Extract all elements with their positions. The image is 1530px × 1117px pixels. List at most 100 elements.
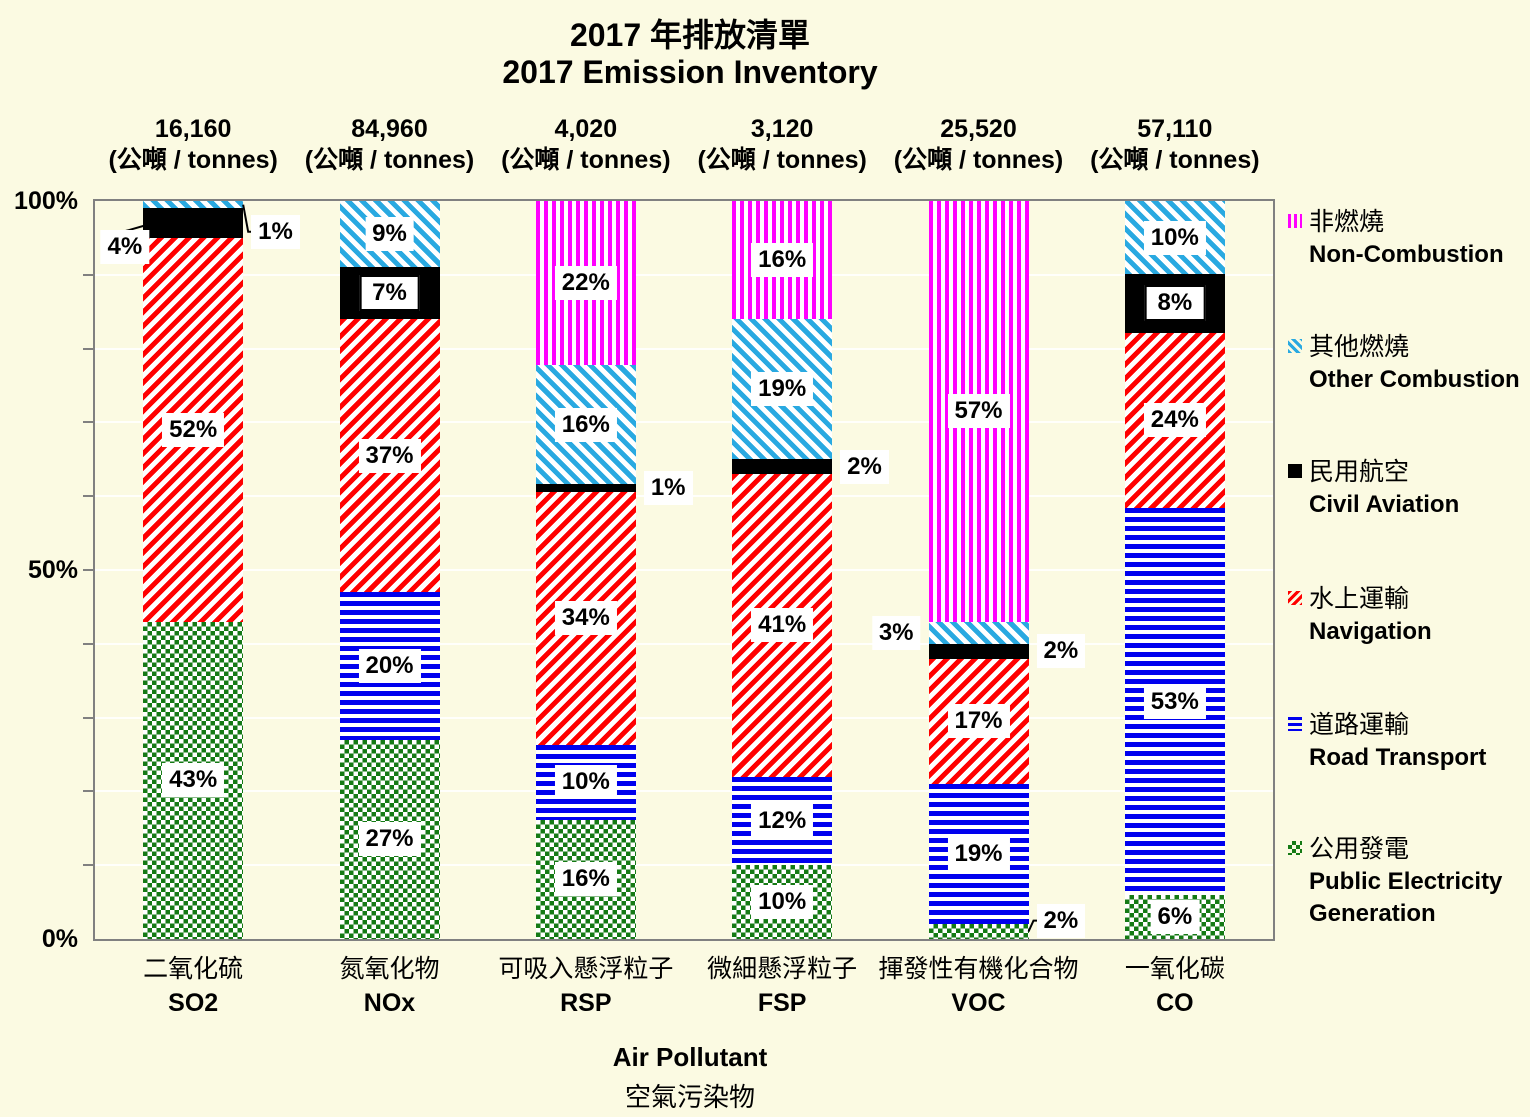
legend-en-other_combustion: Other Combustion (1309, 366, 1520, 393)
segment-label-NOx-road_transport: 20% (358, 648, 421, 683)
total-unit-VOC: (公噸 / tonnes) (893, 146, 1064, 174)
legend-item-non_combustion: 非燃燒 Non-Combustion (1288, 205, 1504, 271)
grid-line (95, 790, 1273, 793)
total-label-NOx: 84,960 (公噸 / tonnes) (292, 114, 488, 176)
y-axis-label-100: 100% (14, 187, 78, 215)
x-label-RSP: 可吸入懸浮粒子 RSP (456, 952, 716, 1020)
segment-label-FSP-other_combustion: 19% (751, 372, 814, 407)
segment-label-CO-other_combustion: 10% (1143, 220, 1206, 255)
grid-line (95, 642, 1273, 645)
bar-segment-SO2-civil_aviation (143, 208, 244, 238)
legend-en-road_transport: Road Transport (1309, 744, 1487, 771)
total-unit-FSP: (公噸 / tonnes) (697, 146, 867, 174)
segment-label-CO-navigation: 24% (1143, 403, 1206, 438)
axis-tick (83, 569, 93, 571)
segment-label-FSP-navigation: 41% (751, 608, 814, 643)
x-label-en-VOC: VOC (951, 989, 1006, 1017)
segment-label-VOC-road_transport: 19% (947, 837, 1010, 872)
legend-text-navigation: 水上運輸 Navigation (1309, 582, 1432, 648)
legend-zh-civil_aviation: 民用航空 (1309, 458, 1410, 486)
segment-label-CO-road_transport: 53% (1143, 684, 1206, 719)
x-label-en-FSP: FSP (757, 989, 807, 1017)
legend-item-other_combustion: 其他燃燒 Other Combustion (1288, 330, 1520, 396)
segment-label-SO2-public_electricity: 43% (162, 763, 225, 798)
axis-tick (83, 864, 93, 867)
other_combustion-swatch-icon (1288, 339, 1302, 353)
x-label-VOC: 揮發性有機化合物 VOC (849, 952, 1109, 1020)
x-label-NOx: 氮氧化物 NOx (260, 952, 520, 1020)
legend-en-navigation: Navigation (1309, 618, 1432, 645)
segment-label-RSP-road_transport: 10% (554, 765, 617, 800)
callout-label-VOC-public_electricity: 2% (1036, 903, 1086, 938)
bar-segment-FSP-civil_aviation (732, 459, 833, 475)
callout-label-SO2-other_combustion: 1% (251, 214, 300, 249)
non_combustion-swatch-icon (1288, 214, 1302, 228)
legend-text-non_combustion: 非燃燒 Non-Combustion (1309, 205, 1504, 271)
total-label-SO2: 16,160 (公噸 / tonnes) (95, 114, 291, 176)
total-label-FSP: 3,120 (公噸 / tonnes) (684, 114, 880, 176)
bar-segment-SO2-other_combustion (143, 201, 244, 209)
axis-tick (83, 642, 93, 645)
chart-title-en: 2017 Emission Inventory (502, 54, 878, 90)
x-label-zh-FSP: 微細懸浮粒子 (707, 955, 858, 983)
segment-label-VOC-non_combustion: 57% (947, 394, 1010, 429)
total-unit-NOx: (公噸 / tonnes) (304, 146, 475, 174)
road_transport-swatch-icon (1288, 717, 1302, 731)
public_electricity-swatch-icon (1288, 841, 1302, 855)
callout-label-FSP-civil_aviation: 2% (840, 449, 889, 484)
total-label-RSP: 4,020 (公噸 / tonnes) (488, 114, 684, 176)
legend-text-other_combustion: 其他燃燒 Other Combustion (1309, 330, 1520, 396)
x-axis-title-en: Air Pollutant (612, 1042, 768, 1072)
segment-label-NOx-other_combustion: 9% (365, 217, 414, 252)
callout-label-SO2-civil_aviation: 4% (100, 230, 150, 265)
total-value-VOC: 25,520 (940, 115, 1017, 143)
total-label-CO: 57,110 (公噸 / tonnes) (1077, 114, 1273, 176)
legend-zh-navigation: 水上運輸 (1309, 585, 1410, 613)
segment-label-FSP-non_combustion: 16% (751, 243, 814, 278)
plot-area: 43% 52% 4% 1% 27% 20% 37% 7% 9% 16% 10% 34% 1% 16% 22%… (83, 199, 1275, 941)
legend-en-non_combustion: Non-Combustion (1309, 241, 1504, 268)
total-unit-CO: (公噸 / tonnes) (1090, 146, 1260, 174)
segment-label-RSP-other_combustion: 16% (554, 407, 617, 442)
x-label-zh-RSP: 可吸入懸浮粒子 (498, 955, 674, 983)
axis-tick (83, 347, 93, 350)
segment-label-CO-public_electricity: 6% (1150, 900, 1200, 935)
axis-tick (83, 273, 93, 276)
total-value-FSP: 3,120 (750, 115, 814, 143)
bar-segment-RSP-civil_aviation (535, 484, 636, 492)
total-value-CO: 57,110 (1137, 115, 1213, 143)
total-label-VOC: 25,520 (公噸 / tonnes) (881, 114, 1077, 176)
x-axis-title-zh: 空氣污染物 (624, 1082, 755, 1112)
segment-label-VOC-navigation: 17% (947, 704, 1010, 739)
grid-line (95, 716, 1273, 719)
segment-label-CO-civil_aviation: 8% (1144, 285, 1206, 322)
civil_aviation-swatch-icon (1288, 464, 1302, 478)
x-label-en-NOx: NOx (363, 989, 416, 1017)
grid-line (95, 569, 1273, 571)
segment-label-NOx-navigation: 37% (358, 438, 421, 473)
x-label-en-SO2: SO2 (168, 989, 219, 1017)
total-value-RSP: 4,020 (554, 115, 618, 143)
x-label-en-CO: CO (1156, 989, 1194, 1017)
navigation-swatch-icon (1288, 591, 1302, 605)
axis-tick (83, 421, 93, 424)
x-label-FSP: 微細懸浮粒子 FSP (652, 952, 912, 1020)
legend-item-road_transport: 道路運輸 Road Transport (1288, 708, 1486, 774)
y-axis-label-50: 50% (27, 556, 78, 584)
segment-label-SO2-navigation: 52% (162, 412, 225, 447)
grid-line (95, 273, 1273, 276)
legend-zh-other_combustion: 其他燃燒 (1309, 333, 1410, 361)
chart-title-zh: 2017 年排放清單 (569, 17, 811, 53)
total-value-SO2: 16,160 (154, 115, 232, 143)
legend-item-public_electricity: 公用發電 Public Electricity Generation (1288, 832, 1530, 930)
bar-segment-VOC-public_electricity (928, 924, 1029, 939)
legend-text-road_transport: 道路運輸 Road Transport (1309, 708, 1486, 774)
total-unit-SO2: (公噸 / tonnes) (108, 146, 278, 174)
grid-line (95, 421, 1273, 424)
x-label-zh-VOC: 揮發性有機化合物 (878, 955, 1079, 983)
x-label-zh-NOx: 氮氧化物 (339, 955, 440, 983)
axis-tick (83, 495, 93, 498)
bar-segment-FSP-public_electricity (732, 865, 833, 939)
segment-label-NOx-civil_aviation: 7% (359, 275, 420, 312)
callout-label-VOC-other_combustion: 3% (871, 615, 921, 650)
